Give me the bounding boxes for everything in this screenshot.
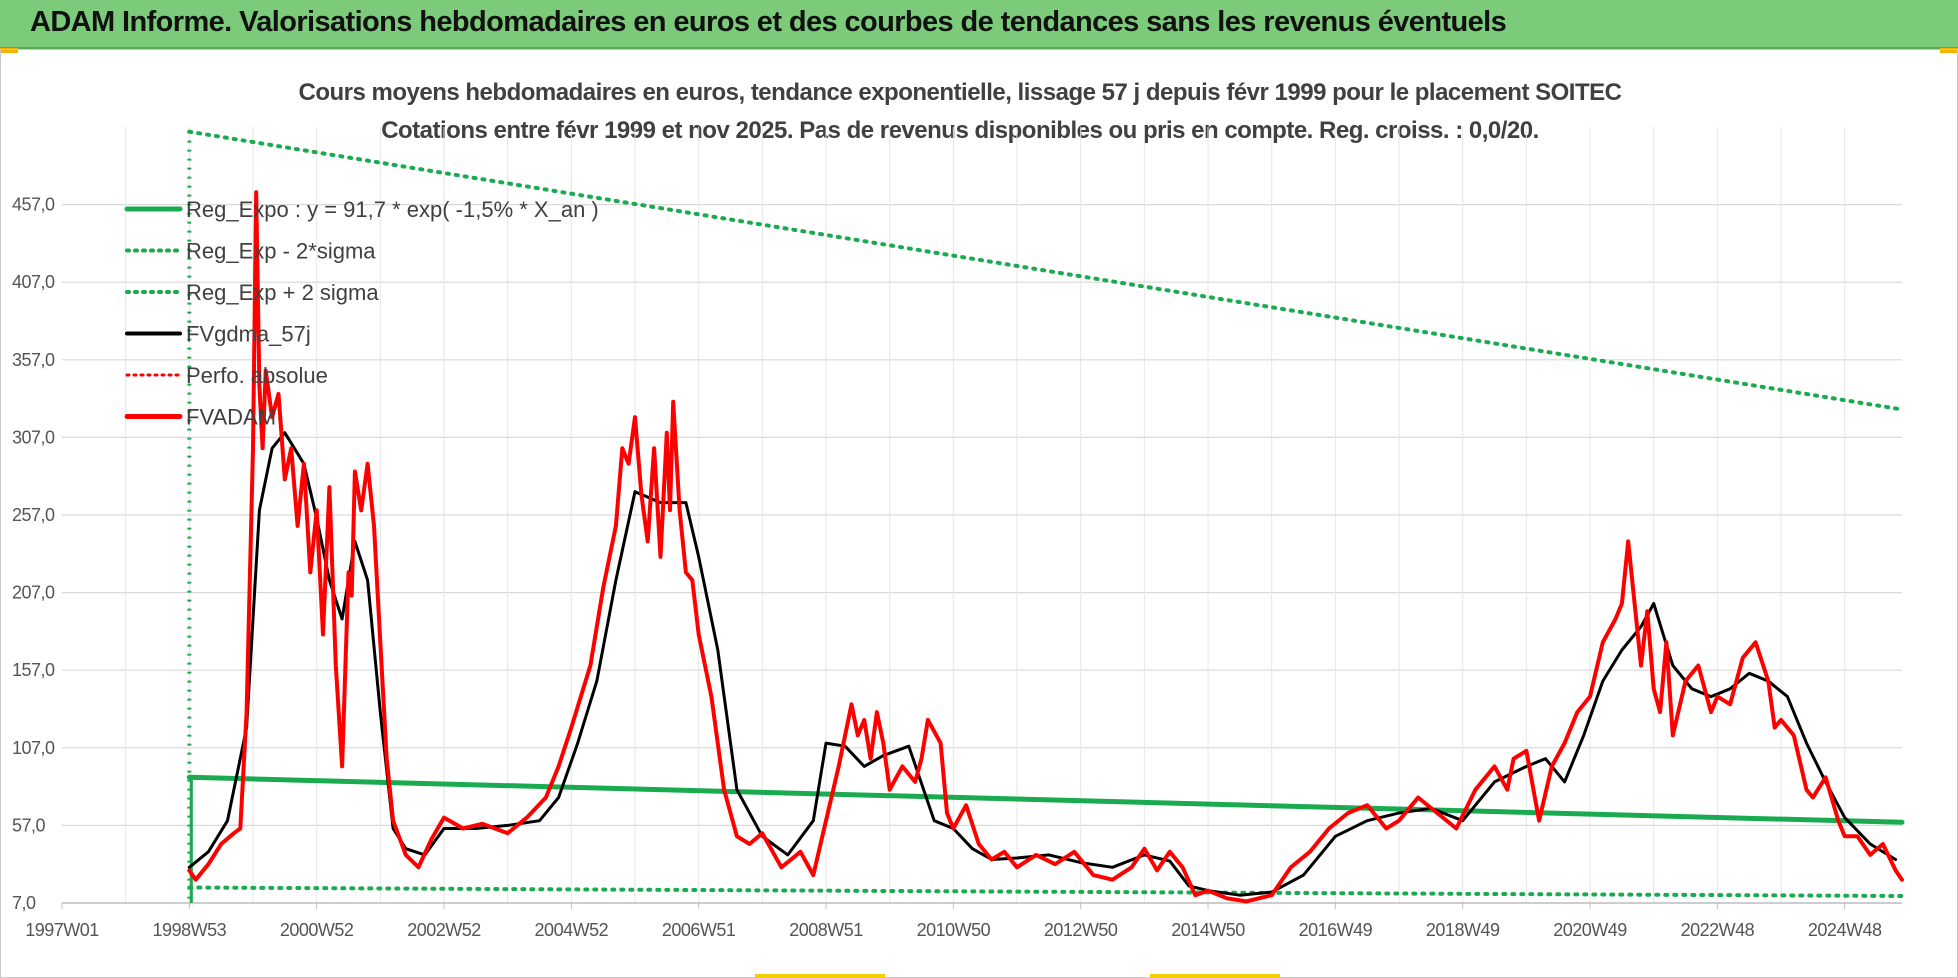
legend-label: FVgdma_57j — [186, 322, 311, 347]
page-title: ADAM Informe. Valorisations hebdomadaire… — [30, 6, 1507, 38]
x-tick-label: 2022W48 — [1681, 920, 1755, 940]
x-tick-label: 2020W49 — [1553, 920, 1627, 940]
legend-label: Reg_Exp + 2 sigma — [186, 280, 379, 305]
x-tick-label: 2016W49 — [1299, 920, 1373, 940]
y-tick-label: 407,0 — [12, 272, 55, 292]
legend-label: FVADAM — [186, 405, 276, 430]
bottom-accent — [1150, 974, 1280, 978]
x-tick-label: 2012W50 — [1044, 920, 1118, 940]
y-tick-label: 257,0 — [12, 505, 55, 525]
x-tick-label: 2000W52 — [280, 920, 354, 940]
chart-subtitle: Cotations entre févr 1999 et nov 2025. P… — [381, 117, 1539, 144]
x-tick-label: 2008W51 — [789, 920, 863, 940]
y-tick-label: 7,0 — [12, 893, 36, 913]
x-tick-label: 2024W48 — [1808, 920, 1882, 940]
y-tick-label: 357,0 — [12, 350, 55, 370]
y-tick-label: 307,0 — [12, 427, 55, 447]
corner-mark-left — [0, 48, 18, 53]
header-banner: ADAM Informe. Valorisations hebdomadaire… — [0, 0, 1958, 49]
chart-title: Cours moyens hebdomadaires en euros, ten… — [298, 79, 1622, 106]
legend-label: Reg_Exp - 2*sigma — [186, 239, 376, 264]
y-tick-label: 207,0 — [12, 583, 55, 603]
x-tick-label: 2002W52 — [407, 920, 481, 940]
series-reg-exp-2-sigma — [187, 129, 1904, 412]
x-tick-label: 2006W51 — [662, 920, 736, 940]
x-tick-label: 1997W01 — [25, 920, 99, 940]
x-tick-label: 2018W49 — [1426, 920, 1500, 940]
bottom-accent — [755, 974, 885, 978]
series-reg-exp-2-sigma — [187, 885, 1904, 898]
x-tick-label: 2004W52 — [535, 920, 609, 940]
y-tick-label: 457,0 — [12, 195, 55, 215]
x-tick-label: 1998W53 — [153, 920, 227, 940]
y-tick-label: 157,0 — [12, 660, 55, 680]
corner-mark-right — [1940, 48, 1958, 53]
series-reg-expo — [186, 774, 1905, 825]
series-fvadam — [187, 190, 1904, 904]
legend-label: Reg_Expo : y = 91,7 * exp( -1,5% * X_an … — [186, 197, 599, 222]
y-tick-label: 57,0 — [12, 815, 46, 835]
legend-label: Perfo. absolue — [186, 363, 328, 388]
x-tick-label: 2014W50 — [1171, 920, 1245, 940]
y-tick-label: 107,0 — [12, 738, 55, 758]
x-tick-label: 2010W50 — [917, 920, 991, 940]
